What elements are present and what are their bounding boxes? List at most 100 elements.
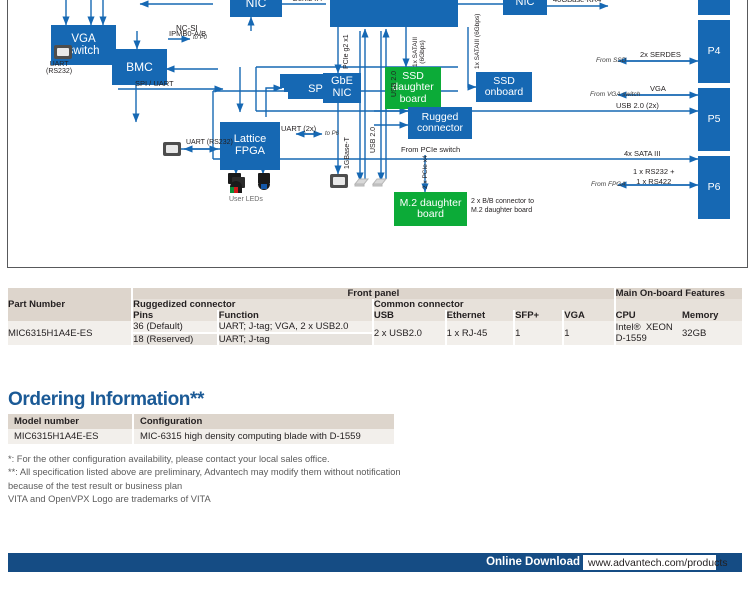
label-2x-serdes: 2x SERDES: [640, 50, 681, 59]
rj45-connector-icon: [330, 174, 348, 188]
cell-sfp: 1: [513, 321, 564, 345]
label-to-p6: to P6: [325, 131, 340, 137]
ordering-information-title: Ordering Information**: [8, 389, 204, 410]
label-spi-uart: SPI / UART: [135, 79, 174, 88]
cell-pins-default: 36 (Default): [131, 321, 218, 333]
cell-function-reserved: UART; J-tag: [216, 332, 373, 345]
label-uart-rs232-fpga: UART (RS232): [186, 139, 233, 146]
label-user-leds: User LEDs: [229, 196, 263, 203]
block-bmc-label: BMC: [126, 59, 153, 74]
label-from-fpga: From FPGA: [591, 181, 626, 188]
label-sata3-6gbps-b: 1x SATAIII (6Gbps): [474, 13, 481, 69]
block-p6: P6: [698, 156, 730, 219]
uart-rs232-connector-icon: [54, 45, 72, 59]
header-main-features: Main On-board Features: [613, 288, 742, 299]
ordering-row: MIC6315H1A4E-ES MIC-6315 high density co…: [8, 429, 394, 444]
footnote-line-3: because of the test result or business p…: [8, 480, 183, 491]
block-ssd-daughter: SSD daughter board: [385, 67, 441, 109]
label-serdes-p3-p4: 4 x SERDES to P3 & P4: [141, 0, 216, 1]
label-40gbase-kr4: 40GBase-KR4: [553, 0, 601, 4]
usb-port-icon-2: [372, 178, 388, 187]
label-usb20-b: USB 2.0: [370, 126, 377, 153]
label-from-ssd: From SSD: [596, 57, 627, 64]
block-nic-top: NIC: [230, 0, 282, 17]
user-led-blue-icon: [258, 173, 270, 190]
usb-port-icon-1: [354, 178, 370, 187]
cell-pins-reserved: 18 (Reserved): [131, 332, 218, 345]
label-2x-pcie-x4: 2 x PCIe x4: [422, 155, 429, 189]
ordering-column-model: Model number: [8, 414, 133, 429]
column-usb: USB: [371, 310, 446, 321]
cell-ethernet: 1 x RJ-45: [444, 321, 515, 345]
ordering-header-row: Model number Configuration: [8, 414, 394, 429]
subheader-ruggedized: Ruggedized connector: [131, 299, 373, 310]
label-usb20-2x: USB 2.0 (2x): [616, 101, 659, 110]
label-from-vga-switch: From VGA switch: [590, 91, 641, 98]
block-bmc: BMC: [112, 49, 167, 85]
table-header-row-2: Ruggedized connector Common connector CP…: [8, 299, 742, 321]
block-p4-label: P4: [707, 44, 721, 57]
block-m2-daughter-label: M.2 daughter board: [399, 196, 462, 220]
footnote-line-1: *: For the other configuration availabil…: [8, 454, 330, 464]
header-front-panel: Front panel: [131, 288, 615, 299]
label-ipmb0: IPMB0-A/B: [169, 29, 207, 38]
ordering-cell-configuration: MIC-6315 high density computing blade wi…: [132, 429, 394, 444]
block-soc: [330, 0, 458, 27]
label-uart-rs232-left: UART (RS232): [46, 61, 73, 75]
table-row: 18 (Reserved) UART; J-tag: [8, 332, 742, 345]
block-gbe-nic-label: GbE NIC: [330, 75, 353, 99]
label-rs232-rs422: 1 x RS232 + 1 x RS422: [633, 167, 675, 186]
block-rugged-connector-label: Rugged connector: [416, 110, 464, 134]
column-sfp: SFP+: [513, 310, 564, 321]
label-uart-2x: UART (2x): [281, 124, 317, 133]
subheader-common: Common connector: [371, 299, 615, 310]
label-to-p0: to P0: [193, 35, 208, 41]
block-ssd-onboard-label: SSD onboard: [484, 74, 524, 98]
online-download-url[interactable]: www.advantech.com/products: [583, 555, 727, 570]
label-4x-sata3: 4x SATA III: [624, 149, 661, 158]
column-ethernet: Ethernet: [444, 310, 515, 321]
cell-function-default: UART; J-tag; VGA, 2 x USB2.0: [216, 321, 373, 333]
block-nic-right-label: NIC: [515, 0, 535, 9]
fpga-uart-rs232-connector-icon: [163, 142, 181, 156]
footer-bar: [8, 553, 742, 572]
table-row: MIC6315H1A4E-ES 36 (Default) UART; J-tag…: [8, 321, 742, 345]
ordering-cell-model: MIC6315H1A4E-ES: [8, 429, 133, 444]
table-header-row-1: Part Number Front panel Main On-board Fe…: [8, 288, 742, 321]
block-m2-daughter: M.2 daughter board: [394, 192, 467, 226]
block-gbe-nic: GbE NIC: [323, 73, 361, 103]
column-vga: VGA: [562, 310, 615, 321]
footnotes: *: For the other configuration availabil…: [8, 453, 438, 507]
ordering-column-configuration: Configuration: [132, 414, 394, 429]
column-cpu: CPU: [613, 299, 683, 321]
block-ssd-daughter-label: SSD daughter board: [392, 70, 434, 105]
label-1gbase-t: 1GBase-T: [344, 137, 351, 169]
footnote-line-4: VITA and OpenVPX Logo are trademarks of …: [8, 494, 211, 505]
block-nic-right: NIC: [503, 0, 547, 15]
online-download-label: Online Download: [486, 556, 580, 568]
block-p5-label: P5: [707, 112, 721, 125]
block-lattice-fpga-label: Lattice FPGA: [233, 133, 267, 157]
label-sata3-6gbps-a: 1x SATAIII (6Gbps): [412, 36, 426, 67]
label-gen2-x4: Gen.2 x4: [292, 0, 322, 3]
label-vga-link: VGA: [650, 84, 666, 93]
block-rugged-connector: Rugged connector: [408, 107, 472, 139]
block-p4: P4: [698, 20, 730, 83]
cell-cpu: Intel® XEON D-1559: [613, 321, 683, 345]
header-part-number: Part Number: [8, 288, 133, 321]
block-ssd-onboard: SSD onboard: [476, 72, 532, 102]
user-led-rgb-icon: [228, 173, 245, 193]
specifications-table: Part Number Front panel Main On-board Fe…: [8, 288, 742, 345]
block-nic-top-label: NIC: [245, 0, 267, 10]
cell-vga: 1: [562, 321, 615, 345]
block-spi-label: SPI: [308, 83, 326, 96]
column-pins: Pins: [131, 310, 218, 321]
cell-usb: 2 x USB2.0: [371, 321, 446, 345]
cell-memory: 32GB: [682, 321, 742, 345]
column-function: Function: [216, 310, 373, 321]
block-vga-switch-label: VGA switch: [67, 32, 100, 57]
label-usb20-a: USB 2.0: [391, 70, 398, 97]
block-diagram-panel: VGA switch BMC NIC NIC SPI Lattice FPGA Gb…: [7, 0, 748, 268]
diagram-connectors: [62, 0, 699, 193]
ordering-information-table: Model number Configuration MIC6315H1A4E-…: [8, 414, 394, 444]
